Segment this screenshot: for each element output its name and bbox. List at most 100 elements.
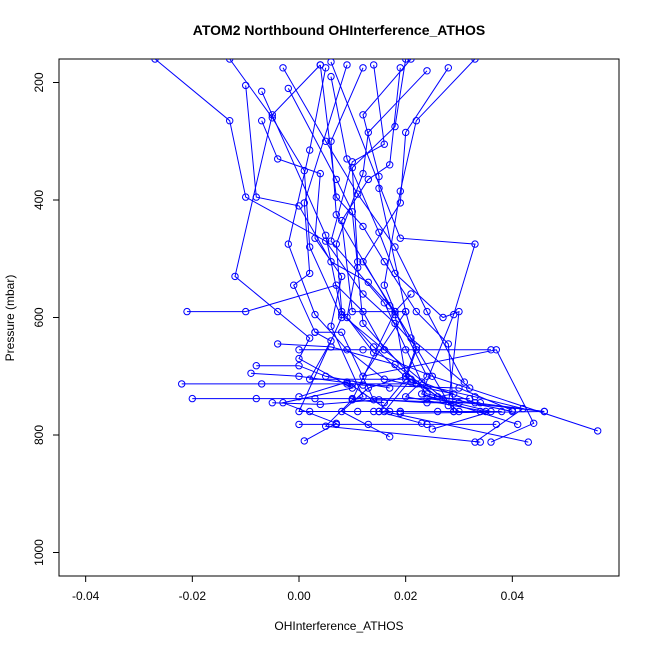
data-point [300,166,308,175]
x-tick-label: 0.04 [501,589,525,603]
data-point [338,328,346,336]
data-point [295,420,303,429]
y-tick-label: 400 [32,190,46,210]
data-point [306,334,314,342]
data-point [247,369,255,377]
data-point [354,407,362,416]
data-point [338,272,346,281]
data-point [354,190,362,198]
data-point [444,340,452,348]
data-point [354,263,362,272]
data-point [402,307,410,316]
data-point [530,419,538,427]
data-point [306,407,314,416]
data-point [450,390,458,398]
profile-line-32 [277,343,439,398]
data-point [242,307,250,316]
data-point [450,310,458,319]
data-point [364,278,372,286]
data-point [407,334,415,342]
data-point [508,406,516,414]
data-point [151,59,159,63]
data-point [466,384,474,392]
x-tick-label: -0.02 [179,589,207,603]
data-point [407,290,415,298]
data-point [359,169,367,178]
data-point [332,281,340,289]
data-point [348,396,356,404]
data-point [332,211,340,219]
data-point [514,420,522,429]
data-point [380,399,388,407]
profile-line-19 [362,67,471,389]
data-point [306,375,314,383]
data-point [252,362,260,370]
data-point [370,61,378,69]
data-point [316,169,324,178]
data-point [268,399,276,407]
data-point [492,346,500,354]
data-point [476,407,484,416]
data-point [460,378,468,386]
data-point [364,420,372,429]
data-point [423,399,431,407]
data-point [322,372,330,380]
data-point [306,269,314,278]
data-point [359,346,367,354]
data-point [338,310,346,319]
data-point [594,427,602,435]
data-point [252,193,260,201]
data-point [327,343,335,351]
data-point [322,231,330,240]
data-point [274,155,282,163]
data-point [380,140,388,148]
data-point [359,307,367,316]
data-point [402,128,410,137]
data-point [380,281,388,289]
profile-line-6 [341,67,535,443]
data-point [418,390,426,398]
data-point [306,243,314,251]
data-point [348,307,356,316]
data-point [423,390,431,398]
data-point [423,67,431,75]
data-point [402,346,410,354]
data-point [327,72,335,81]
data-point [428,425,436,433]
data-point [391,243,399,251]
profile-line-14 [319,64,455,412]
data-point [295,362,303,370]
series-layer [151,59,602,446]
data-point [295,407,303,416]
data-point [423,420,431,429]
profile-line-16 [282,67,465,383]
profile-line-7 [293,64,529,443]
profile-line-25 [250,372,513,411]
data-point [295,372,303,380]
data-point [274,307,282,316]
data-point [402,375,410,383]
data-point [226,117,234,125]
data-point [332,193,340,201]
data-point [295,393,303,401]
data-point [524,438,532,446]
data-point [295,346,303,354]
data-point [492,420,500,429]
data-point [316,400,324,409]
data-point [396,187,404,195]
x-tick-label: -0.04 [72,589,100,603]
data-point [423,307,431,316]
data-point [386,407,394,416]
data-point [455,384,463,392]
data-point [332,420,340,429]
data-point [284,84,292,93]
data-point [322,422,330,430]
data-point [439,313,447,322]
data-point [327,237,335,245]
profile-line-22 [187,284,385,351]
data-point [359,111,367,119]
data-point [295,354,303,363]
y-axis: 200 400 600 800 1000 [32,72,59,566]
data-point [359,319,367,328]
profile-line-18 [287,88,513,412]
